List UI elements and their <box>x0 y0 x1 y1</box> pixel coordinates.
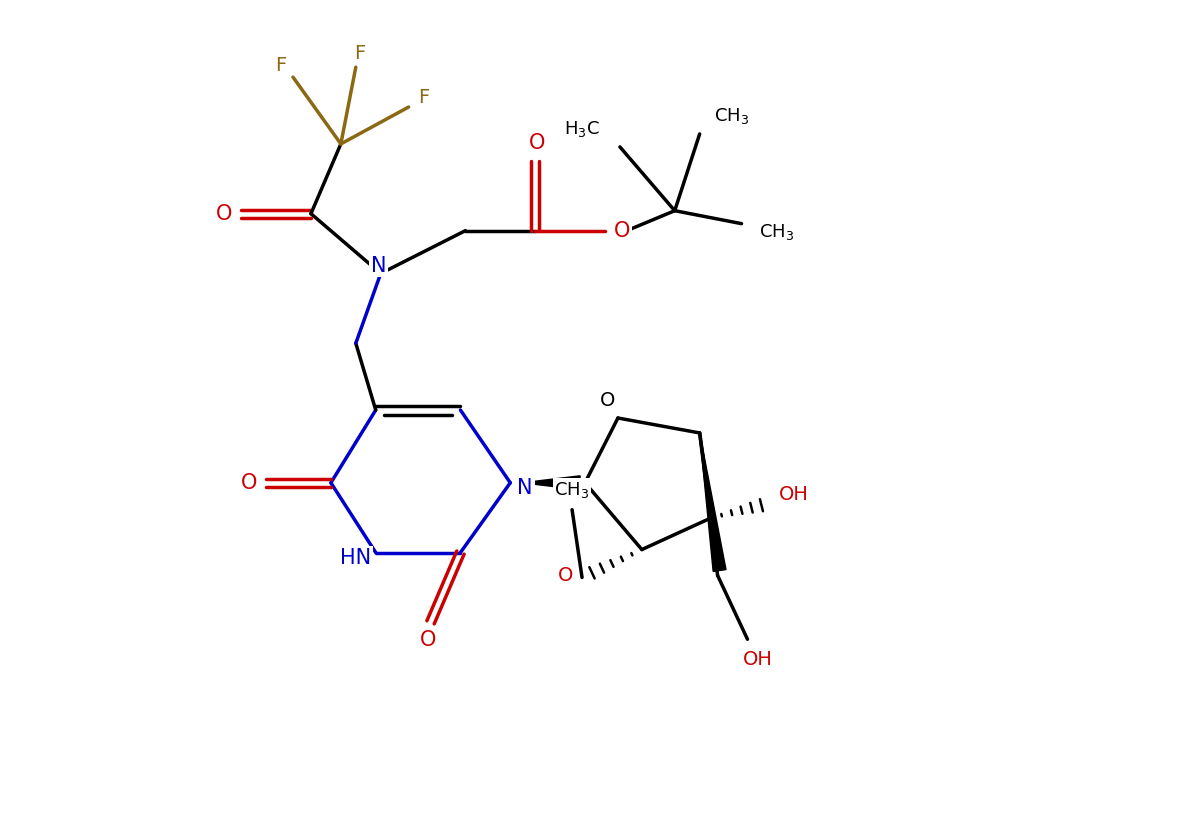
Text: CH$_3$: CH$_3$ <box>759 221 794 241</box>
Text: OH: OH <box>742 649 773 669</box>
Polygon shape <box>699 433 727 572</box>
Text: N: N <box>517 478 534 498</box>
Text: H$_3$C: H$_3$C <box>565 119 600 139</box>
Text: F: F <box>275 55 287 75</box>
Text: F: F <box>418 87 429 106</box>
Text: F: F <box>354 44 366 63</box>
Text: O: O <box>241 473 257 493</box>
Text: O: O <box>600 391 616 410</box>
Text: HN: HN <box>341 547 372 567</box>
Polygon shape <box>522 476 580 489</box>
Text: CH$_3$: CH$_3$ <box>713 106 749 126</box>
Text: O: O <box>613 220 630 241</box>
Text: OH: OH <box>779 485 809 504</box>
Text: CH$_3$: CH$_3$ <box>555 480 590 499</box>
Text: N: N <box>370 256 386 276</box>
Text: O: O <box>216 204 232 224</box>
Text: O: O <box>420 630 437 650</box>
Text: O: O <box>557 566 573 585</box>
Text: O: O <box>529 133 545 153</box>
